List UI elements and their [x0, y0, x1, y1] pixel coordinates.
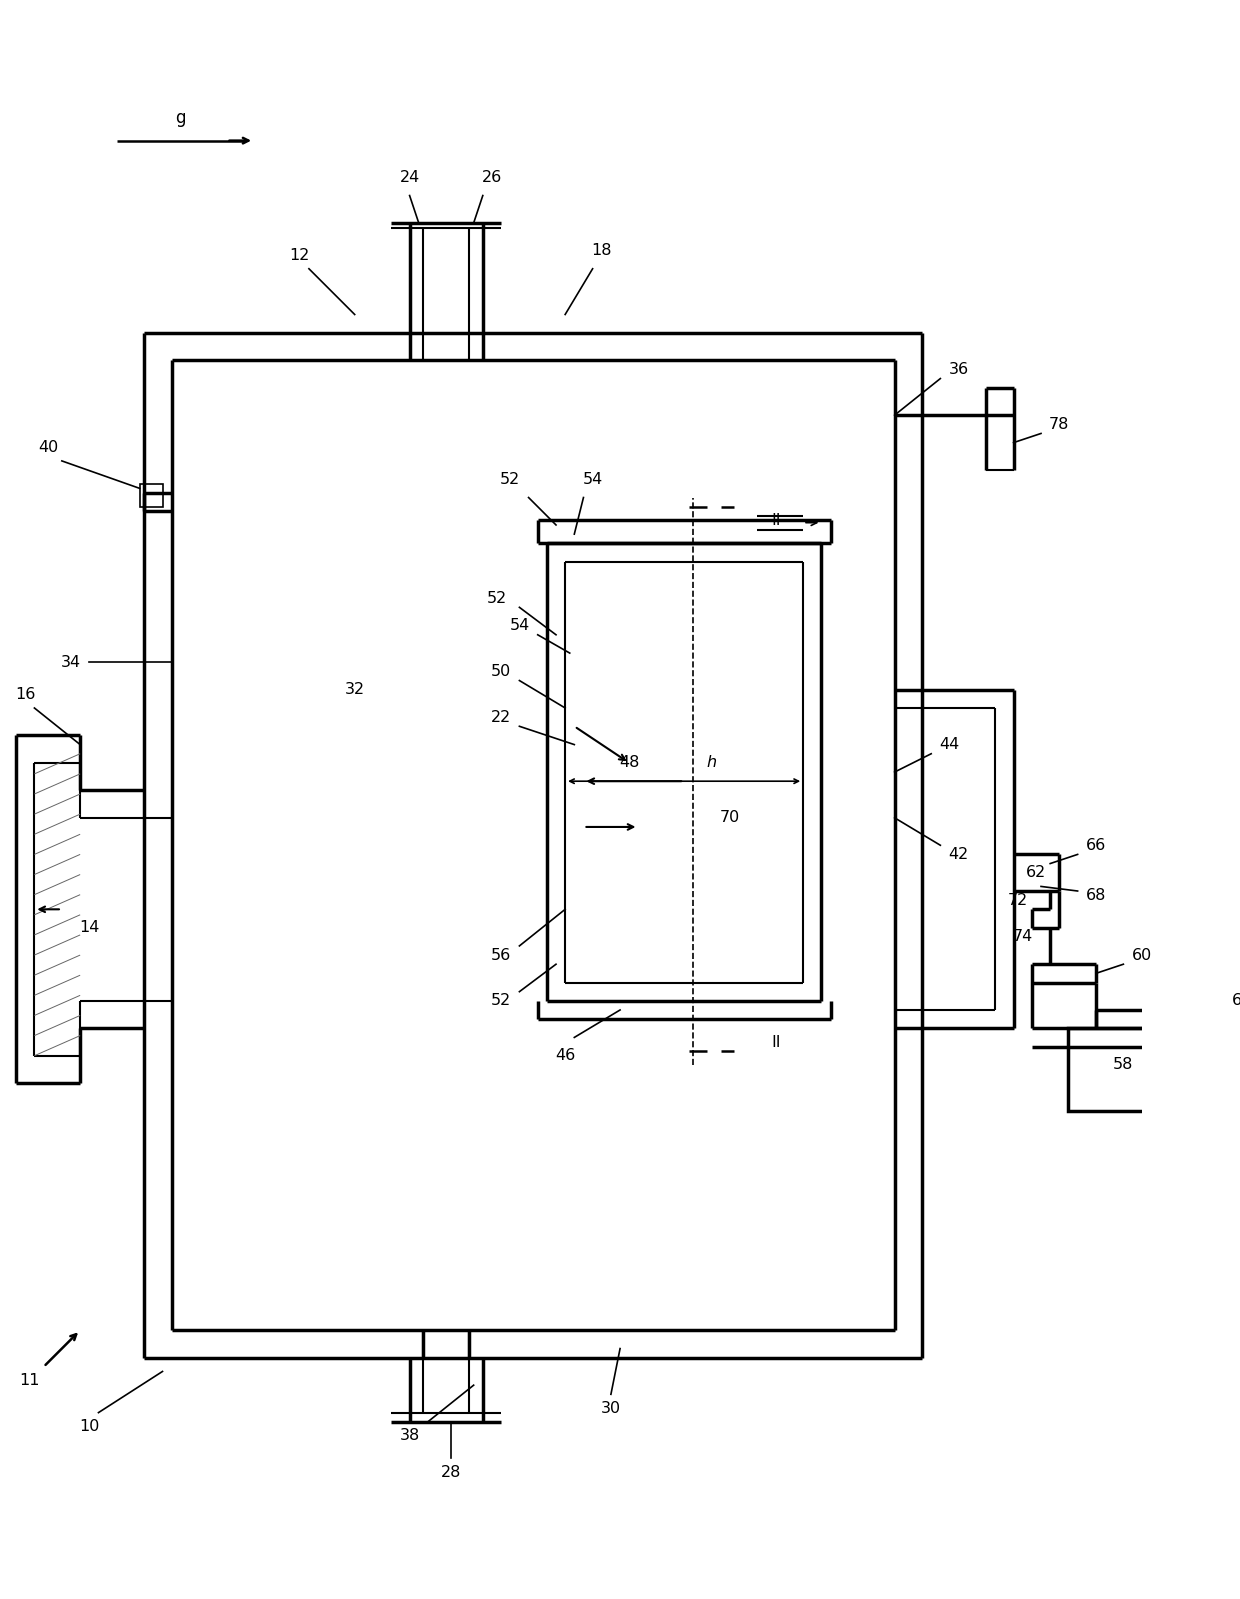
Text: 14: 14: [79, 919, 99, 935]
Text: 26: 26: [482, 169, 502, 185]
Text: 58: 58: [1114, 1057, 1133, 1073]
Text: 54: 54: [510, 619, 529, 633]
Text: II: II: [771, 513, 780, 528]
Text: 46: 46: [556, 1049, 575, 1063]
Text: 70: 70: [719, 811, 740, 825]
Text: 68: 68: [1086, 887, 1106, 903]
Text: 60: 60: [1132, 948, 1152, 963]
Text: 34: 34: [61, 654, 81, 670]
Text: 36: 36: [949, 361, 968, 377]
Text: 44: 44: [940, 737, 960, 752]
Text: 18: 18: [591, 243, 613, 257]
Text: 16: 16: [15, 686, 36, 702]
Text: 54: 54: [583, 472, 603, 486]
Text: 30: 30: [601, 1401, 621, 1415]
Text: II: II: [771, 1035, 780, 1049]
Text: 10: 10: [79, 1418, 99, 1434]
Text: 11: 11: [20, 1374, 40, 1388]
Text: 22: 22: [491, 710, 511, 724]
Text: 66: 66: [1086, 838, 1106, 852]
Text: 52: 52: [486, 590, 507, 606]
Text: 48: 48: [619, 755, 640, 771]
Text: g: g: [176, 109, 186, 126]
Text: 32: 32: [345, 683, 365, 697]
Text: 56: 56: [491, 948, 511, 963]
Text: 12: 12: [290, 248, 310, 262]
Polygon shape: [140, 484, 162, 507]
Text: 42: 42: [949, 847, 968, 862]
Text: 52: 52: [491, 993, 511, 1009]
Text: h: h: [707, 755, 717, 771]
Text: 64: 64: [1233, 993, 1240, 1009]
Text: 40: 40: [38, 440, 58, 454]
Text: 74: 74: [1013, 929, 1033, 945]
Text: 72: 72: [1008, 892, 1028, 908]
Text: 28: 28: [440, 1465, 461, 1479]
Polygon shape: [1069, 1028, 1178, 1111]
Text: 78: 78: [1049, 417, 1070, 432]
Text: 38: 38: [399, 1428, 419, 1442]
Text: 50: 50: [491, 664, 511, 680]
Text: 52: 52: [500, 472, 521, 486]
Text: 24: 24: [399, 169, 419, 185]
Text: 62: 62: [1027, 865, 1047, 879]
